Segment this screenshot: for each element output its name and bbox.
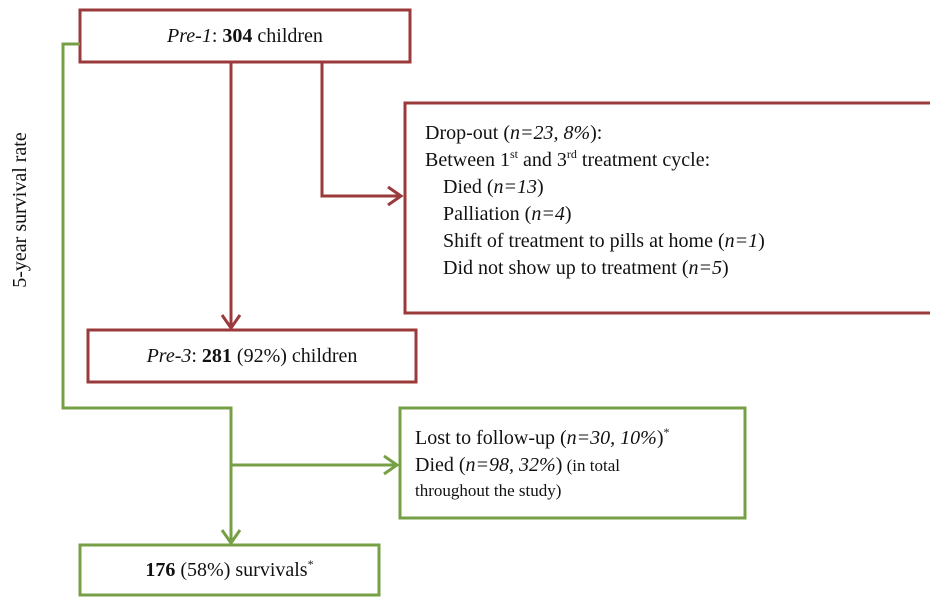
text: ) (656, 427, 664, 449)
text: ) (564, 203, 572, 225)
text: st (509, 147, 518, 161)
dropout-box (403, 101, 930, 315)
dropout-line: Palliation (n=4) (443, 201, 572, 227)
text: Did not show up to treatment ( (443, 257, 689, 279)
text: Pre-3 (146, 345, 192, 367)
text: ) (758, 230, 765, 252)
text: 176 (145, 559, 176, 581)
text: (58%) survivals (175, 559, 308, 581)
lost-line: Died (n=98, 32%) (in total (415, 452, 620, 479)
text: Palliation ( (443, 203, 532, 225)
text: : (211, 25, 223, 47)
text: 304 (222, 25, 253, 47)
text: ) (537, 176, 544, 198)
dropout-line: Drop-out (n=23, 8%): (425, 120, 602, 146)
text: Shift of treatment to pills at home ( (443, 230, 725, 252)
arrow-dropout (320, 62, 400, 198)
text: Between 1 (425, 149, 510, 171)
lost-line: Lost to follow-up (n=30, 10%)* (415, 425, 669, 451)
text: (in total (562, 456, 620, 475)
pre1-box (78, 8, 412, 64)
arrowhead (387, 185, 404, 207)
arrowhead (220, 529, 242, 546)
text: * (307, 557, 314, 571)
text: ): (590, 122, 603, 144)
survivals-box (78, 543, 381, 597)
text: ) (555, 454, 563, 476)
text: n=98, 32% (465, 454, 556, 476)
text: children (252, 25, 323, 47)
side-label: 5-year survival rate (9, 132, 31, 288)
text: Died ( (443, 176, 494, 198)
text: Died ( (415, 454, 466, 476)
text: n=4 (531, 203, 565, 225)
text: Drop-out ( (425, 122, 510, 144)
survival-line (61, 42, 233, 543)
text: and 3 (518, 149, 567, 171)
arrowhead (383, 454, 400, 476)
text: (92%) children (231, 345, 358, 367)
text: n=30, 10% (566, 427, 657, 449)
text: ) (722, 257, 729, 279)
pre3-box (86, 328, 418, 384)
text: Pre-1 (167, 25, 212, 47)
dropout-line: Died (n=13) (443, 174, 544, 200)
dropout-line: Between 1st and 3rd treatment cycle: (425, 147, 710, 173)
text: * (663, 425, 670, 439)
text: treatment cycle: (576, 149, 711, 171)
text: Lost to follow-up ( (415, 427, 567, 449)
lost-line: throughout the study) (415, 481, 562, 500)
text: 281 (201, 345, 232, 367)
text: : (191, 345, 202, 367)
survivals-text: 176 (58%) survivals* (80, 557, 379, 583)
arrowhead (220, 314, 242, 331)
pre1-text: Pre-1: 304 children (80, 23, 410, 49)
text: n=1 (724, 230, 759, 252)
text: n=23, 8% (509, 122, 591, 144)
dropout-line: Shift of treatment to pills at home (n=1… (443, 228, 765, 254)
text: n=13 (493, 176, 538, 198)
text: rd (566, 147, 577, 161)
pre3-text: Pre-3: 281 (92%) children (88, 343, 416, 369)
text: n=5 (688, 257, 723, 279)
lost-box (398, 406, 747, 520)
dropout-line: Did not show up to treatment (n=5) (443, 255, 729, 281)
